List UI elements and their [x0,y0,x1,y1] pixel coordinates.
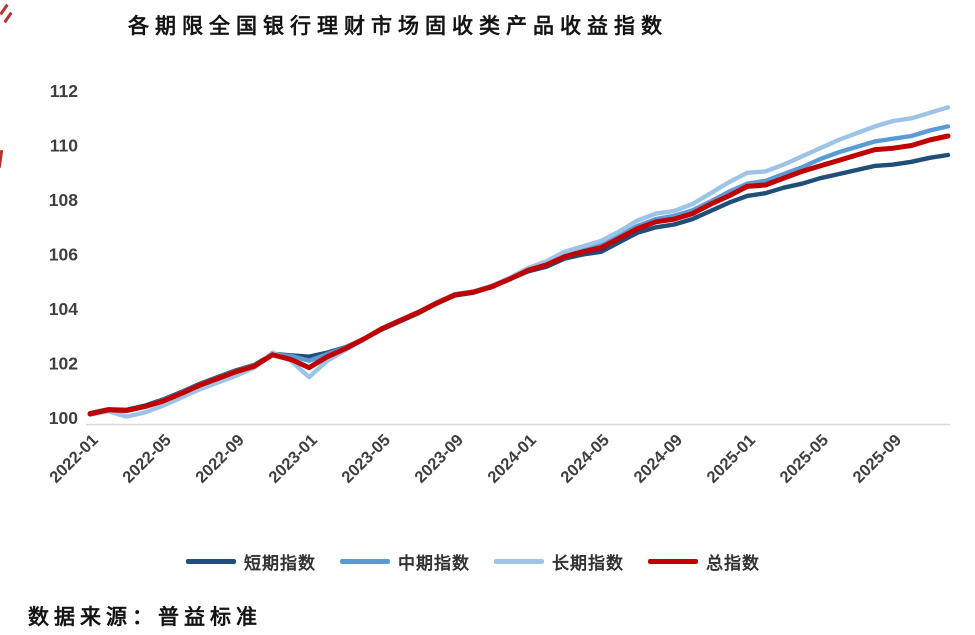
legend-item-总指数: 总指数 [648,549,760,574]
x-tick-label: 2024-01 [484,431,540,487]
y-tick-label: 108 [49,190,78,210]
y-tick-label: 102 [49,354,78,374]
y-tick-label: 110 [50,136,78,156]
x-tick-label: 2023-05 [338,431,394,487]
x-tick-label: 2025-05 [776,431,832,487]
legend-label: 长期指数 [552,554,624,574]
x-tick-label: 2024-05 [557,431,613,487]
legend-line-swatch [648,559,698,564]
x-tick-label: 2022-01 [46,431,102,487]
legend-line-swatch [494,559,544,564]
legend-label: 中期指数 [398,554,470,574]
y-tick-label: 100 [49,408,78,428]
chart-title: 各期限全国银行理财市场固收类产品收益指数 [128,13,668,38]
y-tick-label: 104 [49,299,78,319]
data-source-note: 数据来源：普益标准 [28,604,262,629]
series-line-长期指数 [87,105,951,419]
x-tick-label: 2022-09 [192,431,248,487]
y-tick-label: 106 [49,245,78,265]
legend-label: 总指数 [706,554,760,574]
legend-item-短期指数: 短期指数 [186,549,316,574]
series-line-中期指数 [87,124,951,416]
y-tick-label: 112 [50,81,78,101]
legend-item-中期指数: 中期指数 [340,549,470,574]
chart-legend: 短期指数 中期指数 长期指数 总指数 [186,549,760,574]
legend-label: 短期指数 [244,554,316,574]
legend-line-swatch [186,559,236,564]
series-line-短期指数 [87,152,951,416]
x-tick-label: 2023-01 [265,431,321,487]
legend-line-swatch [340,559,390,564]
series-line-总指数 [87,133,951,417]
x-tick-label: 2023-09 [411,431,467,487]
x-tick-label: 2025-09 [849,431,905,487]
legend-item-长期指数: 长期指数 [494,549,624,574]
x-tick-label: 2025-01 [703,431,759,487]
x-tick-label: 2022-05 [119,431,175,487]
x-tick-label: 2024-09 [630,431,686,487]
